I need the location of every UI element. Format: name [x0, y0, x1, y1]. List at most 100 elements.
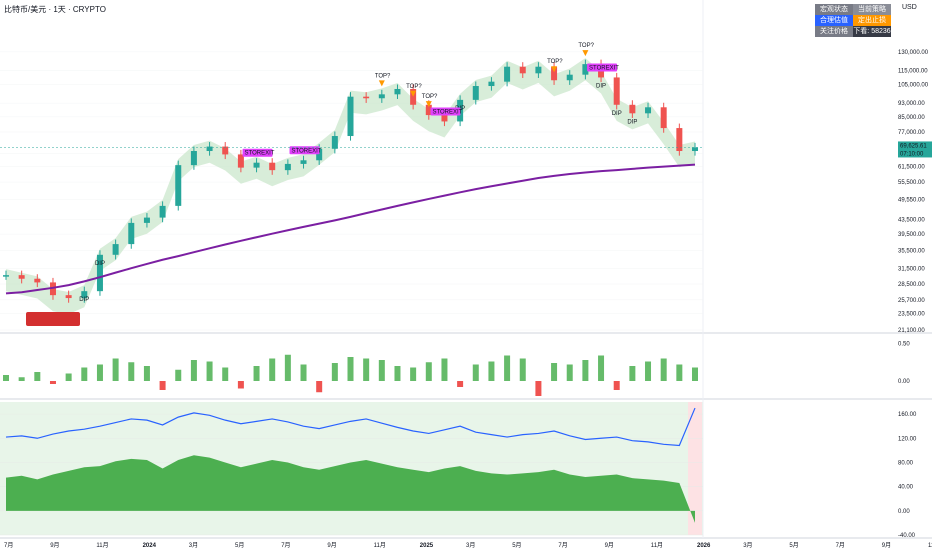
histogram-bar: [378, 360, 385, 381]
candle-body: [582, 64, 589, 75]
candle-body: [34, 278, 41, 283]
status-key: 合理估值: [815, 15, 853, 26]
histogram-bar: [253, 366, 260, 381]
price-tick-label: 55,500.00: [898, 180, 925, 186]
candle-body: [112, 244, 119, 255]
x-tick-label: 5月: [235, 542, 244, 549]
status-value: 下看: 58236: [853, 26, 891, 37]
histogram-bar: [472, 364, 479, 381]
oscillator-tick-label: 160.00: [898, 412, 917, 418]
storexit-tag: [242, 148, 273, 157]
x-tick-label: 11月: [96, 542, 108, 549]
candle-body: [237, 154, 244, 168]
dip-label: DIP: [627, 119, 637, 125]
candle-body: [316, 148, 323, 161]
top-marker-icon: [551, 66, 558, 73]
top-marker-icon: [410, 90, 417, 97]
candle-body: [347, 96, 354, 137]
histogram-bar: [504, 355, 511, 381]
histogram-bar: [347, 357, 354, 381]
histogram-bar: [457, 381, 464, 387]
red-signal-tag: [26, 312, 80, 326]
histogram-bar: [3, 375, 9, 381]
x-tick-label: 5月: [789, 542, 798, 549]
oscillator-tick-label: 120.00: [898, 436, 917, 442]
histogram-bar: [300, 364, 307, 381]
top-label: TOP?: [422, 94, 438, 100]
oscillator-alert-zone: [688, 402, 702, 535]
status-value: 当前策略: [853, 4, 891, 15]
oscillator-tick-label: 0.00: [898, 509, 910, 515]
price-tick-label: 85,000.00: [898, 115, 925, 121]
candle-body: [222, 146, 229, 155]
oscillator-line: [5, 407, 696, 447]
candle-body: [629, 104, 636, 114]
price-tick-label: 61,500.00: [898, 164, 925, 170]
histogram-bar: [394, 366, 401, 381]
top-marker-icon: [378, 80, 385, 87]
histogram-bar: [222, 367, 229, 381]
candle-body: [378, 94, 385, 99]
histogram-bar: [660, 358, 667, 381]
histogram-tick-label: 0.50: [898, 342, 910, 348]
storexit-tag: [587, 63, 618, 72]
candle-body: [488, 81, 495, 87]
price-tick-label: 39,500.00: [898, 232, 925, 238]
top-label: TOP?: [578, 43, 594, 49]
candle-body: [645, 107, 652, 114]
histogram-bar: [175, 369, 182, 381]
candle-body: [81, 291, 88, 299]
candle-body: [410, 88, 417, 105]
candle-body: [566, 74, 573, 81]
price-tick-label: 93,000.00: [898, 101, 925, 107]
status-row: 关注价格 下看: 58236: [815, 26, 891, 37]
long-ma-line: [5, 163, 696, 295]
histogram-bar: [425, 362, 432, 381]
x-tick-label: 3月: [466, 542, 475, 549]
storexit-label: STOREXIT: [589, 65, 619, 71]
dip-label: DIP: [79, 297, 89, 303]
histogram-bar: [535, 381, 542, 396]
oscillator-tick-label: 40.00: [898, 485, 914, 491]
histogram-bar: [18, 377, 25, 381]
candle-body: [363, 96, 370, 99]
histogram-bar: [269, 358, 276, 381]
price-tick-label: 115,000.00: [898, 69, 928, 75]
candle-body: [206, 146, 213, 152]
histogram-bar: [49, 381, 56, 384]
candle-body: [65, 295, 72, 299]
histogram-bar: [143, 366, 150, 381]
currency-label: USD: [902, 4, 917, 11]
dip-label: DIP: [612, 111, 622, 117]
x-tick-label: 3月: [189, 542, 198, 549]
x-tick-label: 2024: [143, 543, 157, 549]
price-tick-label: 31,500.00: [898, 267, 925, 273]
candle-body: [425, 104, 432, 116]
price-tick-label: 105,000.00: [898, 83, 929, 89]
histogram-bar: [206, 361, 213, 381]
top-label: TOP?: [547, 59, 563, 65]
histogram-bar: [331, 363, 338, 381]
status-key: 关注价格: [815, 26, 853, 37]
x-tick-label: 11月: [928, 542, 932, 549]
last-price-tag: [898, 141, 932, 158]
x-tick-label: 9月: [605, 542, 614, 549]
candle-body: [472, 86, 479, 100]
histogram-bar: [582, 360, 589, 381]
x-tick-label: 7月: [558, 542, 567, 549]
status-row: 宏观状态 当前策略: [815, 4, 891, 15]
price-tick-label: 25,700.00: [898, 298, 925, 304]
top-marker-icon: [425, 101, 432, 108]
x-tick-label: 2026: [697, 543, 711, 549]
histogram-bar: [112, 358, 119, 381]
candle-body: [660, 107, 667, 129]
candle-body: [300, 160, 307, 164]
dip-label: DIP: [95, 261, 105, 267]
x-tick-label: 7月: [4, 542, 13, 549]
candle-body: [441, 115, 448, 122]
histogram-bar: [441, 358, 448, 381]
histogram-bar: [237, 381, 244, 389]
x-tick-label: 2025: [420, 543, 434, 549]
histogram-bar: [96, 364, 103, 381]
